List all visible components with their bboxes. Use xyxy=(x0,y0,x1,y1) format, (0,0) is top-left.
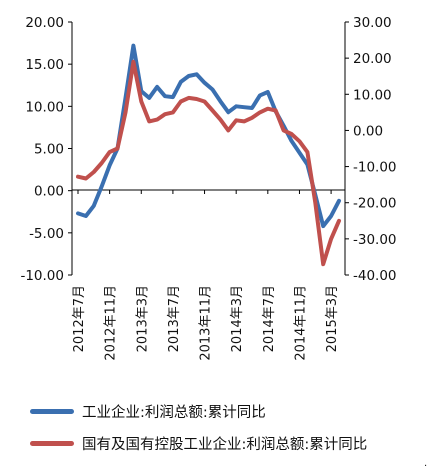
corner-mark: . xyxy=(424,458,428,469)
right-axis-tick-label: 20.00 xyxy=(353,51,392,67)
left-axis-tick-label: 20.00 xyxy=(25,15,64,31)
left-axis-tick-label: 10.00 xyxy=(25,99,64,115)
series-line-industrial-profit xyxy=(76,43,341,229)
x-axis-tick-label: 2013年11月 xyxy=(199,285,214,361)
right-axis-tick-label: -20.00 xyxy=(353,196,397,212)
left-axis-tick-labels: 20.00 15.00 10.00 5.00 0.00 -5.00 -10.00 xyxy=(20,15,72,284)
left-axis-tick-label: -5.00 xyxy=(29,226,64,242)
x-axis-tick-label: 2014年11月 xyxy=(293,285,308,361)
x-axis-tick-label: 2015年3月 xyxy=(325,285,340,352)
x-axis-tick-label: 2014年3月 xyxy=(230,285,245,352)
left-axis-tick-label: 15.00 xyxy=(25,57,64,73)
x-axis-tick-label: 2014年7月 xyxy=(262,285,277,352)
left-axis-tick-label: 5.00 xyxy=(34,142,64,158)
x-axis-tick-label: 2012年7月 xyxy=(72,285,87,352)
left-axis-tick-label: 0.00 xyxy=(34,184,64,200)
legend-label-industrial-profit: 工业企业:利润总额:累计同比 xyxy=(82,405,266,421)
x-axis-tick-label: 2012年11月 xyxy=(104,285,119,361)
right-axis-tick-label: -30.00 xyxy=(353,232,397,248)
left-axis-tick-label: -10.00 xyxy=(20,268,64,284)
legend-label-soe-profit: 国有及国有控股工业企业:利润总额:累计同比 xyxy=(82,437,368,453)
series-line-soe-profit xyxy=(76,59,341,267)
x-axis-tick-label: 2013年7月 xyxy=(167,285,182,352)
right-axis-tick-label: -10.00 xyxy=(353,160,397,176)
series-layer xyxy=(76,43,341,267)
right-axis-tick-label: -40.00 xyxy=(353,268,397,284)
legend-swatch-red xyxy=(30,441,74,446)
right-axis-tick-label: 30.00 xyxy=(353,15,392,31)
x-axis-tick-label: 2013年3月 xyxy=(135,285,150,352)
legend-item-industrial-profit: 工业企业:利润总额:累计同比 xyxy=(30,401,266,422)
right-axis-tick-labels: 30.00 20.00 10.00 0.00 -10.00 -20.00 -30.00 -40… xyxy=(345,15,397,284)
legend-item-soe-profit: 国有及国有控股工业企业:利润总额:累计同比 xyxy=(30,433,367,454)
right-axis-tick-label: 10.00 xyxy=(353,87,392,103)
x-axis-tick-labels: 2012年7月 2012年11月 2013年3月 2013年7月 2013年11月 201… xyxy=(72,190,340,361)
legend-swatch-blue xyxy=(30,409,74,414)
right-axis-tick-label: 0.00 xyxy=(353,123,383,139)
